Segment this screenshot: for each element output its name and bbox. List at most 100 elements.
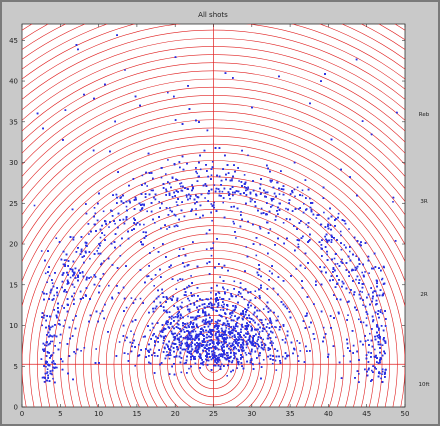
shot-point bbox=[59, 320, 61, 322]
shot-point bbox=[233, 341, 235, 343]
shot-point bbox=[323, 327, 325, 329]
shot-point bbox=[179, 183, 181, 185]
shot-point bbox=[41, 325, 43, 327]
shot-point bbox=[246, 347, 248, 349]
shot-point bbox=[104, 234, 106, 236]
shot-point bbox=[244, 174, 246, 176]
shot-point bbox=[368, 272, 370, 274]
shot-point bbox=[309, 326, 311, 328]
shot-point bbox=[271, 322, 273, 324]
shot-point bbox=[382, 371, 384, 373]
shot-point bbox=[246, 354, 248, 356]
shot-point bbox=[269, 270, 271, 272]
shot-point bbox=[185, 294, 187, 296]
shot-point bbox=[258, 336, 260, 338]
shot-point bbox=[276, 369, 278, 371]
shot-point bbox=[222, 356, 224, 358]
shot-point bbox=[221, 305, 223, 307]
shot-point bbox=[180, 186, 182, 188]
shot-point bbox=[88, 233, 90, 235]
shot-point bbox=[53, 295, 55, 297]
shot-point bbox=[189, 324, 191, 326]
shot-point bbox=[382, 344, 384, 346]
shot-point bbox=[235, 237, 237, 239]
shot-point bbox=[100, 313, 102, 315]
shot-point bbox=[298, 208, 300, 210]
shot-point bbox=[59, 342, 61, 344]
shot-point bbox=[294, 189, 296, 191]
shot-point bbox=[209, 306, 211, 308]
shot-point bbox=[227, 289, 229, 291]
shot-point bbox=[100, 242, 102, 244]
shot-point bbox=[167, 159, 169, 161]
shot-point bbox=[212, 247, 214, 249]
shot-point bbox=[41, 250, 43, 252]
shot-point bbox=[263, 308, 265, 310]
shot-point bbox=[355, 255, 357, 257]
shot-point bbox=[44, 348, 46, 350]
shot-point bbox=[75, 353, 77, 355]
shot-point bbox=[264, 343, 266, 345]
shot-point bbox=[349, 292, 351, 294]
shot-point bbox=[204, 197, 206, 199]
shot-point bbox=[190, 275, 192, 277]
shot-point bbox=[335, 263, 337, 265]
shot-point bbox=[259, 244, 261, 246]
shot-point bbox=[53, 352, 55, 354]
shot-point bbox=[153, 285, 155, 287]
shot-point bbox=[169, 183, 171, 185]
shot-point bbox=[108, 226, 110, 228]
shot-point bbox=[175, 288, 177, 290]
shot-point bbox=[364, 271, 366, 273]
shot-point bbox=[100, 237, 102, 239]
shot-point bbox=[63, 264, 65, 266]
shot-point bbox=[228, 328, 230, 330]
shot-point bbox=[392, 201, 394, 203]
shot-point bbox=[52, 378, 54, 380]
shot-point bbox=[243, 289, 245, 291]
shot-point bbox=[247, 331, 249, 333]
shot-point bbox=[259, 331, 261, 333]
shot-point bbox=[143, 336, 145, 338]
shot-point bbox=[149, 330, 151, 332]
shot-point bbox=[211, 203, 213, 205]
shot-point bbox=[126, 206, 128, 208]
shot-point bbox=[205, 318, 207, 320]
shot-point bbox=[130, 330, 132, 332]
shot-point bbox=[212, 161, 214, 163]
shot-point bbox=[211, 174, 213, 176]
shot-point bbox=[181, 372, 183, 374]
shot-point bbox=[124, 340, 126, 342]
shot-point bbox=[285, 208, 287, 210]
shot-point bbox=[74, 286, 76, 288]
shot-point bbox=[158, 201, 160, 203]
shot-point bbox=[231, 178, 233, 180]
shot-point bbox=[171, 318, 173, 320]
shot-point bbox=[84, 347, 86, 349]
shot-point bbox=[45, 366, 47, 368]
shot-point bbox=[161, 177, 163, 179]
shot-point bbox=[44, 344, 46, 346]
shot-point bbox=[248, 352, 250, 354]
shot-point bbox=[303, 203, 305, 205]
shot-point bbox=[323, 212, 325, 214]
shot-point bbox=[126, 307, 128, 309]
shot-point bbox=[341, 259, 343, 261]
shot-point bbox=[234, 356, 236, 358]
shot-point bbox=[277, 350, 279, 352]
shot-point bbox=[235, 348, 237, 350]
shot-point bbox=[169, 358, 171, 360]
shot-point bbox=[309, 198, 311, 200]
shot-point bbox=[135, 299, 137, 301]
shot-point bbox=[262, 339, 264, 341]
shot-point bbox=[340, 235, 342, 237]
shot-point bbox=[73, 293, 75, 295]
shot-point bbox=[200, 169, 202, 171]
shot-point bbox=[181, 302, 183, 304]
shot-point bbox=[247, 155, 249, 157]
shot-point bbox=[140, 298, 142, 300]
shot-point bbox=[49, 327, 51, 329]
shot-point bbox=[120, 255, 122, 257]
shot-point bbox=[129, 342, 131, 344]
